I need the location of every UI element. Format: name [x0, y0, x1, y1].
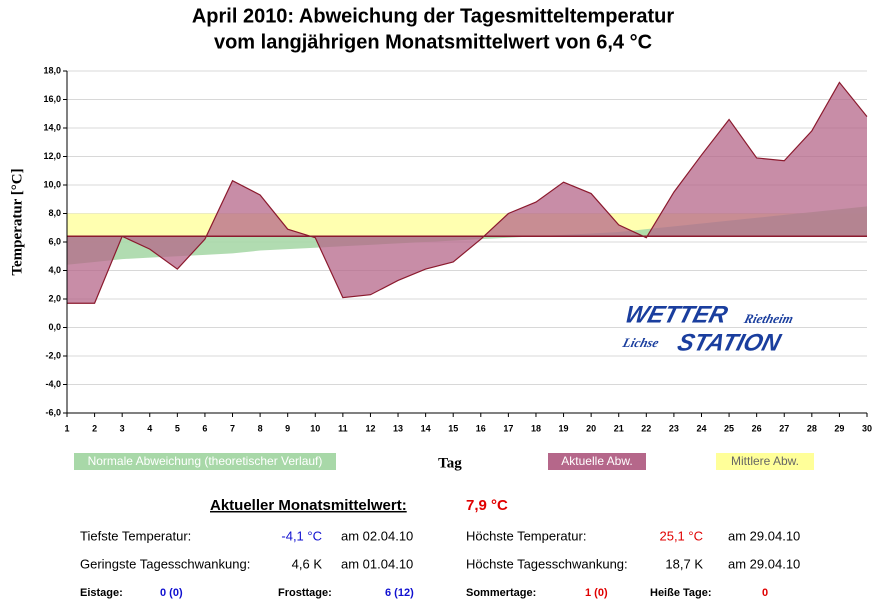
stat-text: 0 (0) — [160, 587, 183, 599]
x-tick-label: 5 — [175, 423, 180, 433]
legend-label: Mittlere Abw. — [731, 454, 799, 468]
y-axis-label: Temperatur [°C] — [9, 168, 25, 275]
chart-title: April 2010: Abweichung der Tagesmittelte… — [192, 5, 675, 27]
logo-text: Lichse — [620, 335, 660, 350]
x-tick-label: 16 — [476, 423, 486, 433]
area — [67, 206, 867, 265]
x-tick-label: 6 — [202, 423, 207, 433]
logo-text: Rietheim — [742, 311, 795, 326]
stat-text: 4,6 K — [292, 556, 323, 571]
stat-text: Sommertage: — [466, 587, 536, 599]
stat-text: Heiße Tage: — [650, 587, 712, 599]
stats-heading-value: 7,9 °C — [466, 497, 508, 514]
y-tick-label: 2,0 — [48, 293, 61, 303]
y-tick-label: 16,0 — [43, 94, 61, 104]
x-tick-label: 30 — [862, 423, 872, 433]
x-tick-label: 27 — [779, 423, 789, 433]
legend-label: Aktuelle Abw. — [561, 454, 632, 468]
logo-text: STATION — [675, 330, 785, 357]
stat-text: am 01.04.10 — [341, 556, 413, 571]
stats-heading: Aktueller Monatsmittelwert: — [210, 497, 407, 514]
stat-text: -4,1 °C — [281, 528, 322, 543]
stat-text: Höchste Temperatur: — [466, 528, 586, 543]
x-tick-label: 22 — [641, 423, 651, 433]
x-tick-label: 17 — [503, 423, 513, 433]
x-tick-label: 18 — [531, 423, 541, 433]
x-tick-label: 25 — [724, 423, 734, 433]
x-tick-label: 2 — [92, 423, 97, 433]
x-tick-label: 9 — [285, 423, 290, 433]
x-axis-label: Tag — [438, 455, 462, 471]
chart-title: vom langjährigen Monatsmittelwert von 6,… — [214, 31, 652, 53]
x-tick-label: 20 — [586, 423, 596, 433]
y-tick-label: -4,0 — [45, 379, 61, 389]
x-tick-label: 29 — [834, 423, 844, 433]
stat-text: Eistage: — [80, 587, 123, 599]
x-tick-label: 8 — [258, 423, 263, 433]
stat-text: 25,1 °C — [659, 528, 703, 543]
x-tick-label: 3 — [120, 423, 125, 433]
y-tick-label: 8,0 — [48, 208, 61, 218]
x-tick-label: 1 — [64, 423, 69, 433]
x-tick-label: 28 — [807, 423, 817, 433]
x-tick-label: 10 — [310, 423, 320, 433]
x-tick-label: 15 — [448, 423, 458, 433]
y-tick-label: 18,0 — [43, 65, 61, 75]
legend-label: Normale Abweichung (theoretischer Verlau… — [88, 454, 323, 468]
y-tick-label: 6,0 — [48, 236, 61, 246]
x-tick-label: 7 — [230, 423, 235, 433]
line — [67, 81, 868, 304]
y-tick-label: -6,0 — [45, 407, 61, 417]
stat-text: am 02.04.10 — [341, 528, 413, 543]
plot: -6,0 -4,0 -2,0 0,0 2,0 4,0 6,0 8,0 10,0 12,0 14,0 1… — [43, 65, 872, 470]
y-tick-label: 12,0 — [43, 151, 61, 161]
stat-text: Frosttage: — [278, 587, 332, 599]
y-tick-label: -2,0 — [45, 350, 61, 360]
stat-text: 0 — [762, 587, 768, 599]
stat-text: 18,7 K — [665, 556, 703, 571]
legend-swatch — [548, 453, 646, 470]
y-tick-label: 4,0 — [48, 265, 61, 275]
x-tick-label: 13 — [393, 423, 403, 433]
logo: WETTER Rietheim Lichse STATION — [620, 302, 795, 357]
y-tick-label: 14,0 — [43, 122, 61, 132]
y-tick-label: 0,0 — [48, 322, 61, 332]
stat-text: Tiefste Temperatur: — [80, 528, 191, 543]
stat-text: am 29.04.10 — [728, 556, 800, 571]
stat-text: 6 (12) — [385, 587, 414, 599]
x-tick-label: 24 — [696, 423, 706, 433]
stat-text: am 29.04.10 — [728, 528, 800, 543]
stat-text: Höchste Tagesschwankung: — [466, 556, 628, 571]
x-tick-label: 14 — [421, 423, 431, 433]
stat-text: Geringste Tagesschwankung: — [80, 556, 250, 571]
stat-text: 1 (0) — [585, 587, 608, 599]
x-tick-label: 19 — [559, 423, 569, 433]
x-tick-label: 23 — [669, 423, 679, 433]
x-tick-label: 26 — [752, 423, 762, 433]
legend-swatch — [74, 453, 336, 470]
x-tick-label: 12 — [365, 423, 375, 433]
legend-swatch — [716, 453, 814, 470]
x-tick-label: 21 — [614, 423, 624, 433]
y-tick-label: 10,0 — [43, 179, 61, 189]
logo-text: WETTER — [622, 302, 731, 329]
x-tick-label: 11 — [338, 423, 348, 433]
x-tick-label: 4 — [147, 423, 152, 433]
